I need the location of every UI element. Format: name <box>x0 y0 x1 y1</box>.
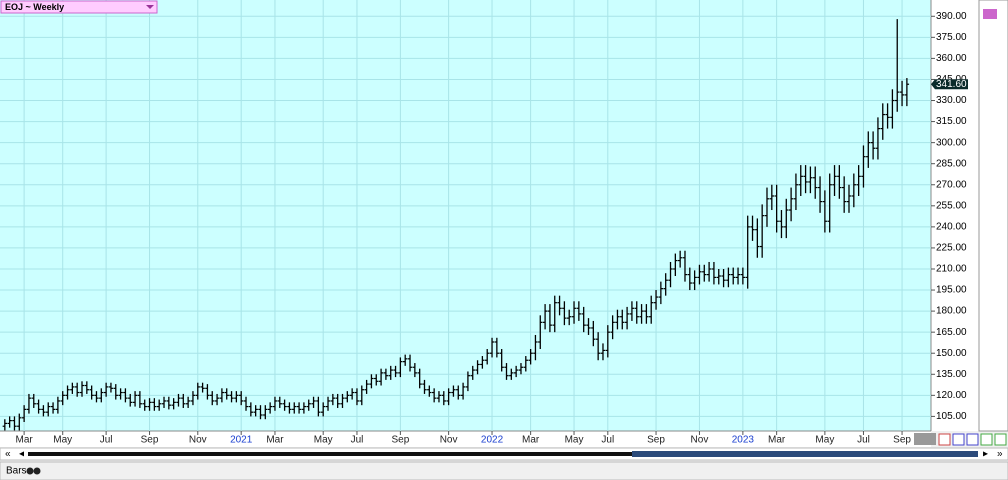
dropdown-arrow[interactable] <box>146 5 154 9</box>
y-tick-label: 135.00 <box>936 369 967 380</box>
x-tick-label: Mar <box>768 435 786 446</box>
x-tick-label: 2022 <box>481 435 504 446</box>
study-label: Bars <box>6 466 27 477</box>
x-tick-label: Mar <box>266 435 284 446</box>
chart-title: EOJ ~ Weekly <box>5 2 64 12</box>
x-tick-label: 2021 <box>230 435 253 446</box>
y-tick-label: 195.00 <box>936 285 967 296</box>
y-tick-label: 330.00 <box>936 95 967 106</box>
y-tick-label: 120.00 <box>936 390 967 401</box>
y-tick-label: 240.00 <box>936 222 967 233</box>
tool-button[interactable] <box>980 433 993 446</box>
tool-button[interactable] <box>952 433 965 446</box>
scroll-right[interactable]: » <box>997 449 1003 460</box>
y-tick-label: 255.00 <box>936 200 967 211</box>
marks: 105.00 120.00 135.00 150.00 165.00 180.00 195.… <box>0 0 968 446</box>
x-tick-label: Sep <box>391 435 409 446</box>
y-tick-label: 390.00 <box>936 11 967 22</box>
tool-button[interactable] <box>938 433 951 446</box>
x-tick-label: Sep <box>893 435 911 446</box>
x-tick-label: Nov <box>691 435 709 446</box>
study-icon[interactable] <box>33 467 41 475</box>
x-tick-label: Jul <box>601 435 614 446</box>
x-tick-label: May <box>53 435 72 446</box>
toolbar <box>938 433 1007 446</box>
scroll-thumb[interactable] <box>914 433 936 445</box>
x-tick-label: 2023 <box>732 435 755 446</box>
y-tick-label: 150.00 <box>936 348 967 359</box>
x-tick-label: Mar <box>16 435 34 446</box>
y-tick-label: 375.00 <box>936 32 967 43</box>
x-tick-label: Nov <box>440 435 458 446</box>
x-tick-label: Mar <box>522 435 540 446</box>
x-tick-label: May <box>314 435 333 446</box>
y-tick-label: 180.00 <box>936 306 967 317</box>
y-tick-label: 165.00 <box>936 327 967 338</box>
scale-icon[interactable] <box>983 9 997 19</box>
y-tick-label: 300.00 <box>936 137 967 148</box>
y-tick-label: 210.00 <box>936 264 967 275</box>
scroll-step-left[interactable]: ◂ <box>19 449 24 460</box>
x-tick-label: May <box>565 435 584 446</box>
y-tick-label: 270.00 <box>936 179 967 190</box>
side-panel <box>978 0 1008 432</box>
x-tick-label: Jul <box>100 435 113 446</box>
tool-button[interactable] <box>994 433 1007 446</box>
last-price-pointer <box>931 79 968 90</box>
plot-area <box>0 0 931 431</box>
y-tick-label: 105.00 <box>936 411 967 422</box>
y-tick-label: 285.00 <box>936 158 967 169</box>
x-tick-label: Sep <box>141 435 159 446</box>
time-axis <box>0 431 931 447</box>
title-box[interactable] <box>0 0 158 14</box>
scroll-range[interactable] <box>632 451 978 457</box>
scroll-left[interactable]: « <box>5 449 11 460</box>
x-tick-label: May <box>815 435 834 446</box>
study-bar <box>0 461 1008 480</box>
x-tick-label: Jul <box>351 435 364 446</box>
tool-button[interactable] <box>966 433 979 446</box>
scroll-step-right[interactable]: ▸ <box>983 449 988 460</box>
study-icon[interactable] <box>26 467 34 475</box>
scroll-track <box>28 452 978 456</box>
y-tick-label: 225.00 <box>936 243 967 254</box>
x-tick-label: Sep <box>647 435 665 446</box>
last-price-label: 341.60 <box>936 79 967 90</box>
y-tick-label: 360.00 <box>936 53 967 64</box>
x-tick-label: Jul <box>857 435 870 446</box>
x-tick-label: Nov <box>189 435 207 446</box>
price-axis <box>931 0 979 431</box>
y-tick-label: 315.00 <box>936 116 967 127</box>
